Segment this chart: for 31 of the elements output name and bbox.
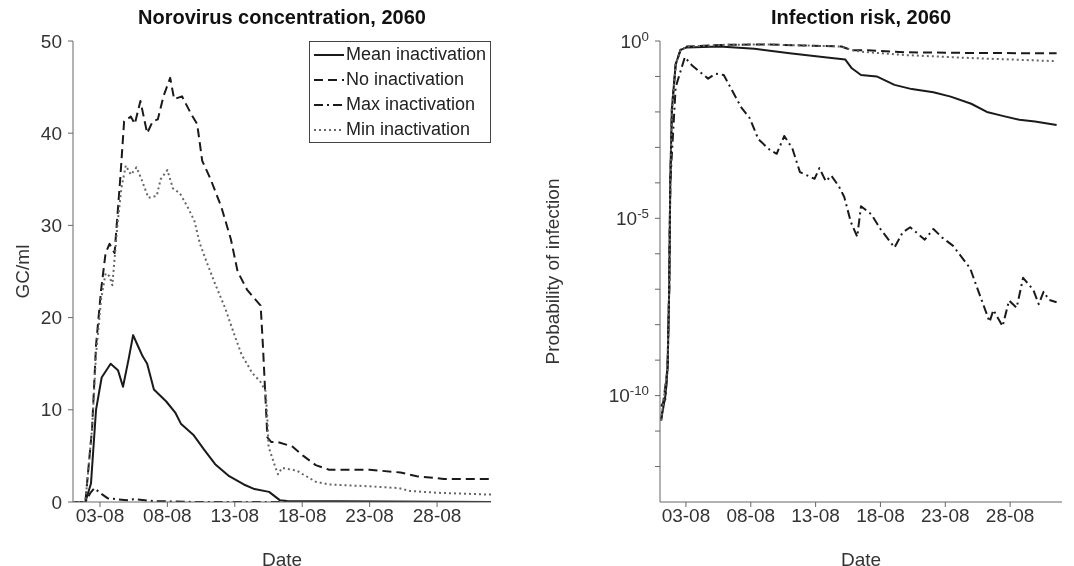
y-tick-label: 20 — [40, 307, 62, 329]
x-tick-label: 18-08 — [277, 505, 327, 527]
y-axis-title: GC/ml — [11, 244, 33, 299]
x-tick-label: 18-08 — [856, 505, 905, 527]
y-axis-title: Probability of infection — [541, 178, 563, 365]
x-tick-label: 23-08 — [345, 505, 394, 527]
y-tick-label: 40 — [40, 122, 62, 144]
legend-label: Max inactivation — [345, 94, 475, 115]
x-axis-title: Date — [261, 549, 303, 566]
x-tick-label: 03-08 — [661, 505, 711, 527]
y-tick-label: 0 — [51, 491, 62, 513]
x-tick-label: 03-08 — [75, 505, 125, 527]
x-axis-title: Date — [840, 549, 882, 566]
chart-title: Norovirus concentration, 2060 — [137, 6, 427, 29]
x-tick-label: 28-08 — [985, 505, 1035, 527]
y-tick-label: 30 — [40, 215, 62, 237]
x-tick-label: 08-08 — [143, 505, 192, 527]
y-tick-label: 10$^{0}$ — [620, 28, 649, 52]
x-tick-label: 13-08 — [210, 505, 260, 527]
chart-title: Infection risk, 2060 — [769, 6, 953, 29]
y-tick-label: 10$^{-10}$ — [608, 382, 649, 407]
x-tick-label: 28-08 — [412, 505, 462, 527]
legend-label: Min inactivation — [345, 119, 470, 140]
legend-label: Mean inactivation — [345, 44, 486, 65]
x-tick-label: 13-08 — [791, 505, 840, 527]
y-tick-label: 10$^{-5}$ — [616, 205, 649, 229]
x-tick-label: 08-08 — [726, 505, 776, 527]
legend-label: No inactivation — [345, 69, 464, 90]
x-tick-label: 23-08 — [920, 505, 970, 527]
y-tick-label: 50 — [40, 30, 62, 52]
y-tick-label: 10 — [40, 399, 62, 421]
